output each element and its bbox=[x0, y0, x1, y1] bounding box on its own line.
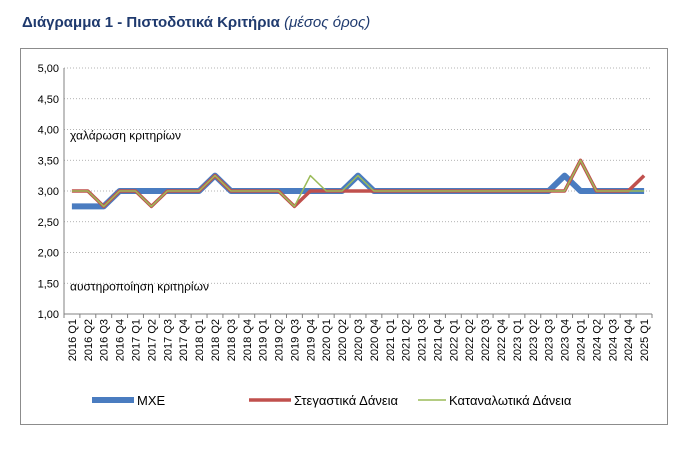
x-tick-label: 2017 Q2 bbox=[146, 319, 158, 361]
legend-label-1: ΜΧΕ bbox=[137, 393, 166, 408]
x-tick-label: 2020 Q3 bbox=[353, 319, 365, 361]
y-tick-label: 2,50 bbox=[38, 217, 59, 229]
x-tick-label: 2022 Q4 bbox=[496, 319, 508, 361]
x-tick-label: 2016 Q1 bbox=[67, 319, 79, 361]
x-tick-label: 2019 Q1 bbox=[258, 319, 270, 361]
x-tick-label: 2020 Q2 bbox=[337, 319, 349, 361]
x-tick-label: 2016 Q2 bbox=[83, 319, 95, 361]
x-tick-label: 2024 Q1 bbox=[575, 319, 587, 361]
y-tick-label: 2,00 bbox=[38, 248, 59, 260]
x-tick-label: 2017 Q4 bbox=[178, 319, 190, 361]
x-tick-label: 2020 Q4 bbox=[369, 319, 381, 361]
x-tick-label: 2023 Q4 bbox=[560, 319, 572, 361]
x-tick-label: 2025 Q1 bbox=[639, 319, 651, 361]
y-tick-label: 1,50 bbox=[38, 278, 59, 290]
x-tick-label: 2018 Q2 bbox=[210, 319, 222, 361]
chart-frame bbox=[20, 48, 668, 425]
y-tick-label: 4,00 bbox=[38, 125, 59, 137]
x-tick-label: 2022 Q3 bbox=[480, 319, 492, 361]
annotation-easing: χαλάρωση κριτηρίων bbox=[70, 129, 181, 143]
x-tick-label: 2021 Q2 bbox=[401, 319, 413, 361]
x-tick-label: 2019 Q3 bbox=[289, 319, 301, 361]
y-tick-label: 3,50 bbox=[38, 155, 59, 167]
x-tick-label: 2024 Q2 bbox=[591, 319, 603, 361]
x-tick-label: 2018 Q4 bbox=[242, 319, 254, 361]
y-tick-label: 4,50 bbox=[38, 94, 59, 106]
x-tick-label: 2019 Q4 bbox=[305, 319, 317, 361]
x-tick-label: 2016 Q4 bbox=[115, 319, 127, 361]
x-tick-label: 2017 Q3 bbox=[162, 319, 174, 361]
x-tick-label: 2024 Q4 bbox=[623, 319, 635, 361]
x-tick-label: 2021 Q4 bbox=[432, 319, 444, 361]
x-tick-label: 2021 Q1 bbox=[385, 319, 397, 361]
x-tick-label: 2020 Q1 bbox=[321, 319, 333, 361]
chart-title: Διάγραμμα 1 - Πιστοδοτικά Κριτήρια (μέσο… bbox=[22, 14, 370, 31]
series-line-3 bbox=[71, 159, 645, 208]
x-tick-label: 2016 Q3 bbox=[99, 319, 111, 361]
y-tick-label: 3,00 bbox=[38, 186, 59, 198]
legend-label-2: Στεγαστικά Δάνεια bbox=[294, 393, 399, 408]
legend-label-3: Καταναλωτικά Δάνεια bbox=[449, 393, 572, 408]
x-tick-label: 2018 Q1 bbox=[194, 319, 206, 361]
x-tick-label: 2023 Q3 bbox=[544, 319, 556, 361]
x-tick-label: 2022 Q2 bbox=[464, 319, 476, 361]
annotation-tightening: αυστηροποίηση κριτηρίων bbox=[70, 279, 209, 293]
chart-subtitle: (μέσος όρος) bbox=[284, 14, 371, 31]
x-tick-label: 2024 Q3 bbox=[607, 319, 619, 361]
x-tick-label: 2022 Q1 bbox=[448, 319, 460, 361]
chart-title-main: Διάγραμμα 1 - Πιστοδοτικά Κριτήρια bbox=[22, 14, 280, 31]
x-tick-label: 2018 Q3 bbox=[226, 319, 238, 361]
x-tick-label: 2023 Q2 bbox=[528, 319, 540, 361]
y-tick-label: 5,00 bbox=[38, 63, 59, 75]
x-tick-label: 2019 Q2 bbox=[274, 319, 286, 361]
x-tick-label: 2023 Q1 bbox=[512, 319, 524, 361]
x-tick-label: 2021 Q3 bbox=[417, 319, 429, 361]
x-tick-label: 2017 Q1 bbox=[131, 319, 143, 361]
y-tick-label: 1,00 bbox=[38, 309, 59, 321]
